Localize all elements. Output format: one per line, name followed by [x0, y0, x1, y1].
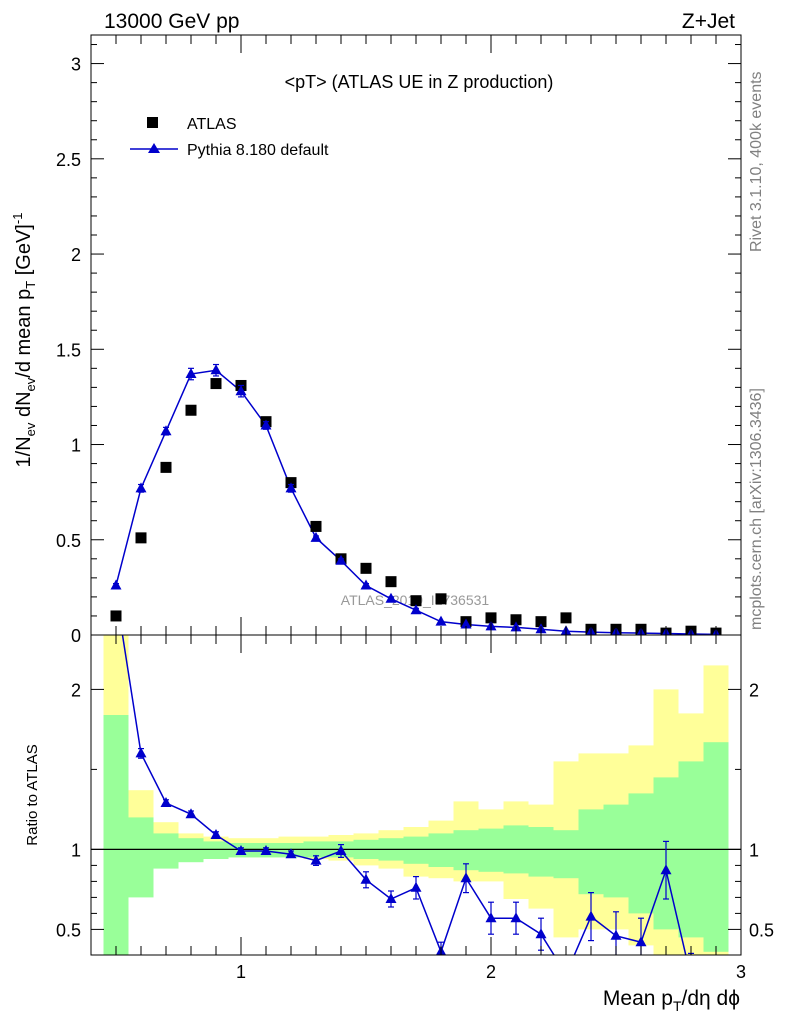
- mc-point-ratio: [260, 845, 272, 855]
- y-tick-label-bottom: 0.5: [56, 920, 81, 940]
- band-inner: [153, 833, 179, 869]
- legend-label-atlas: ATLAS: [187, 116, 237, 133]
- mc-point-top: [385, 592, 397, 603]
- mc-point-ratio: [360, 873, 372, 884]
- data-point-atlas: [310, 520, 322, 532]
- legend-marker-atlas: [147, 117, 158, 128]
- data-point-atlas: [135, 532, 147, 544]
- y-tick-label-top: 0: [71, 626, 81, 646]
- band-inner: [578, 809, 604, 895]
- legend: ATLAS Pythia 8.180 default: [130, 116, 329, 159]
- y-tick-label-top: 2: [71, 245, 81, 265]
- x-axis-label: Mean pT/dη dϕ: [603, 987, 740, 1014]
- mc-point-ratio: [535, 928, 547, 939]
- y-tick-label-bottom-right: 1: [749, 840, 759, 860]
- mc-point-top: [435, 615, 447, 626]
- mc-point-top: [110, 579, 122, 590]
- mc-point-ratio: [510, 912, 522, 923]
- mc-point-top: [185, 368, 197, 379]
- y-tick-label-bottom-right: 2: [749, 680, 759, 700]
- mc-point-ratio: [335, 845, 347, 855]
- band-inner: [178, 838, 204, 863]
- mc-point-ratio: [135, 747, 147, 758]
- mc-point-ratio: [285, 848, 297, 859]
- band-inner: [478, 828, 504, 872]
- x-tick-label: 1: [236, 962, 246, 982]
- mc-point-top: [260, 419, 272, 430]
- y-axis-label-bottom: Ratio to ATLAS: [24, 744, 41, 845]
- plot-title: <pT> (ATLAS UE in Z production): [285, 72, 554, 92]
- data-point-atlas: [560, 612, 572, 624]
- band-inner: [128, 817, 154, 898]
- band-inner: [603, 804, 629, 898]
- y-tick-label-bottom-right: 0.5: [749, 920, 774, 940]
- mc-point-ratio: [160, 797, 172, 807]
- band-inner: [628, 793, 654, 914]
- y-tick-label-top: 3: [71, 55, 81, 75]
- band-inner: [428, 833, 454, 867]
- data-point-atlas: [410, 595, 422, 607]
- data-point-atlas: [510, 614, 522, 626]
- band-inner: [703, 742, 729, 952]
- mcplots-label: mcplots.cern.ch [arXiv:1306.3436]: [748, 388, 765, 630]
- y-tick-label-top: 2.5: [56, 150, 81, 170]
- y-tick-label-bottom: 2: [71, 680, 81, 700]
- ratio-bands: [103, 635, 729, 955]
- mc-point-top: [310, 531, 322, 542]
- mc-point-ratio: [585, 910, 597, 921]
- mc-point-top: [460, 618, 472, 629]
- mc-point-ratio: [561, 968, 572, 978]
- mc-point-ratio: [210, 829, 222, 839]
- header-left: 13000 GeV pp: [104, 10, 239, 33]
- band-inner: [103, 715, 129, 955]
- mc-point-top: [410, 604, 422, 615]
- data-point-atlas: [435, 593, 447, 605]
- band-inner: [203, 841, 229, 859]
- y-tick-label-top: 1.5: [56, 340, 81, 360]
- data-point-atlas: [185, 404, 197, 416]
- mc-point-ratio: [185, 808, 197, 819]
- mc-point-top: [135, 482, 147, 493]
- mc-point-ratio: [410, 881, 422, 892]
- mc-point-top: [210, 364, 222, 375]
- mc-point-ratio: [460, 872, 472, 883]
- rivet-label: Rivet 3.1.10, 400k events: [748, 71, 765, 252]
- y-tick-label-top: 1: [71, 436, 81, 456]
- legend-marker-mc: [148, 143, 160, 153]
- mc-point-ratio: [635, 936, 647, 947]
- mc-point-ratio: [310, 854, 322, 865]
- data-point-atlas: [385, 576, 397, 588]
- y-tick-label-bottom: 1: [71, 840, 81, 860]
- mc-point-top: [160, 425, 172, 436]
- data-point-atlas: [160, 461, 172, 473]
- band-inner: [553, 830, 579, 879]
- mc-point-top: [285, 482, 297, 493]
- mc-point-top: [235, 385, 247, 396]
- ratio-plot-area: [121, 635, 697, 981]
- mc-point-top: [360, 579, 372, 590]
- mc-point-ratio: [686, 971, 697, 981]
- data-point-atlas: [210, 378, 222, 390]
- y-axis-label-top: 1/Nev dNev/d mean pT [GeV]-1: [10, 213, 38, 468]
- y-tick-label-top: 0.5: [56, 531, 81, 551]
- legend-label-mc: Pythia 8.180 default: [187, 142, 329, 159]
- mc-point-ratio: [610, 929, 622, 940]
- top-plot-area: [110, 363, 722, 635]
- mc-point-top: [335, 554, 347, 565]
- mc-point-ratio: [385, 893, 397, 903]
- x-tick-label: 3: [736, 962, 746, 982]
- data-point-atlas: [110, 610, 122, 622]
- header-right: Z+Jet: [682, 10, 735, 33]
- band-inner: [528, 827, 554, 877]
- mc-point-ratio: [235, 845, 247, 855]
- mc-point-ratio: [485, 912, 497, 923]
- x-tick-label: 2: [486, 962, 496, 982]
- mc-point-ratio: [660, 864, 672, 875]
- data-point-atlas: [360, 562, 372, 574]
- data-point-atlas: [535, 616, 547, 628]
- band-inner: [403, 836, 429, 864]
